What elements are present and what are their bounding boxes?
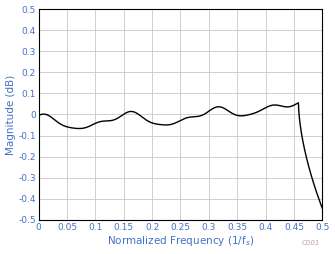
- Text: C001: C001: [302, 240, 320, 246]
- Y-axis label: Magnitude (dB): Magnitude (dB): [6, 74, 15, 155]
- X-axis label: Normalized Frequency (1/f$_s$): Normalized Frequency (1/f$_s$): [107, 234, 254, 248]
